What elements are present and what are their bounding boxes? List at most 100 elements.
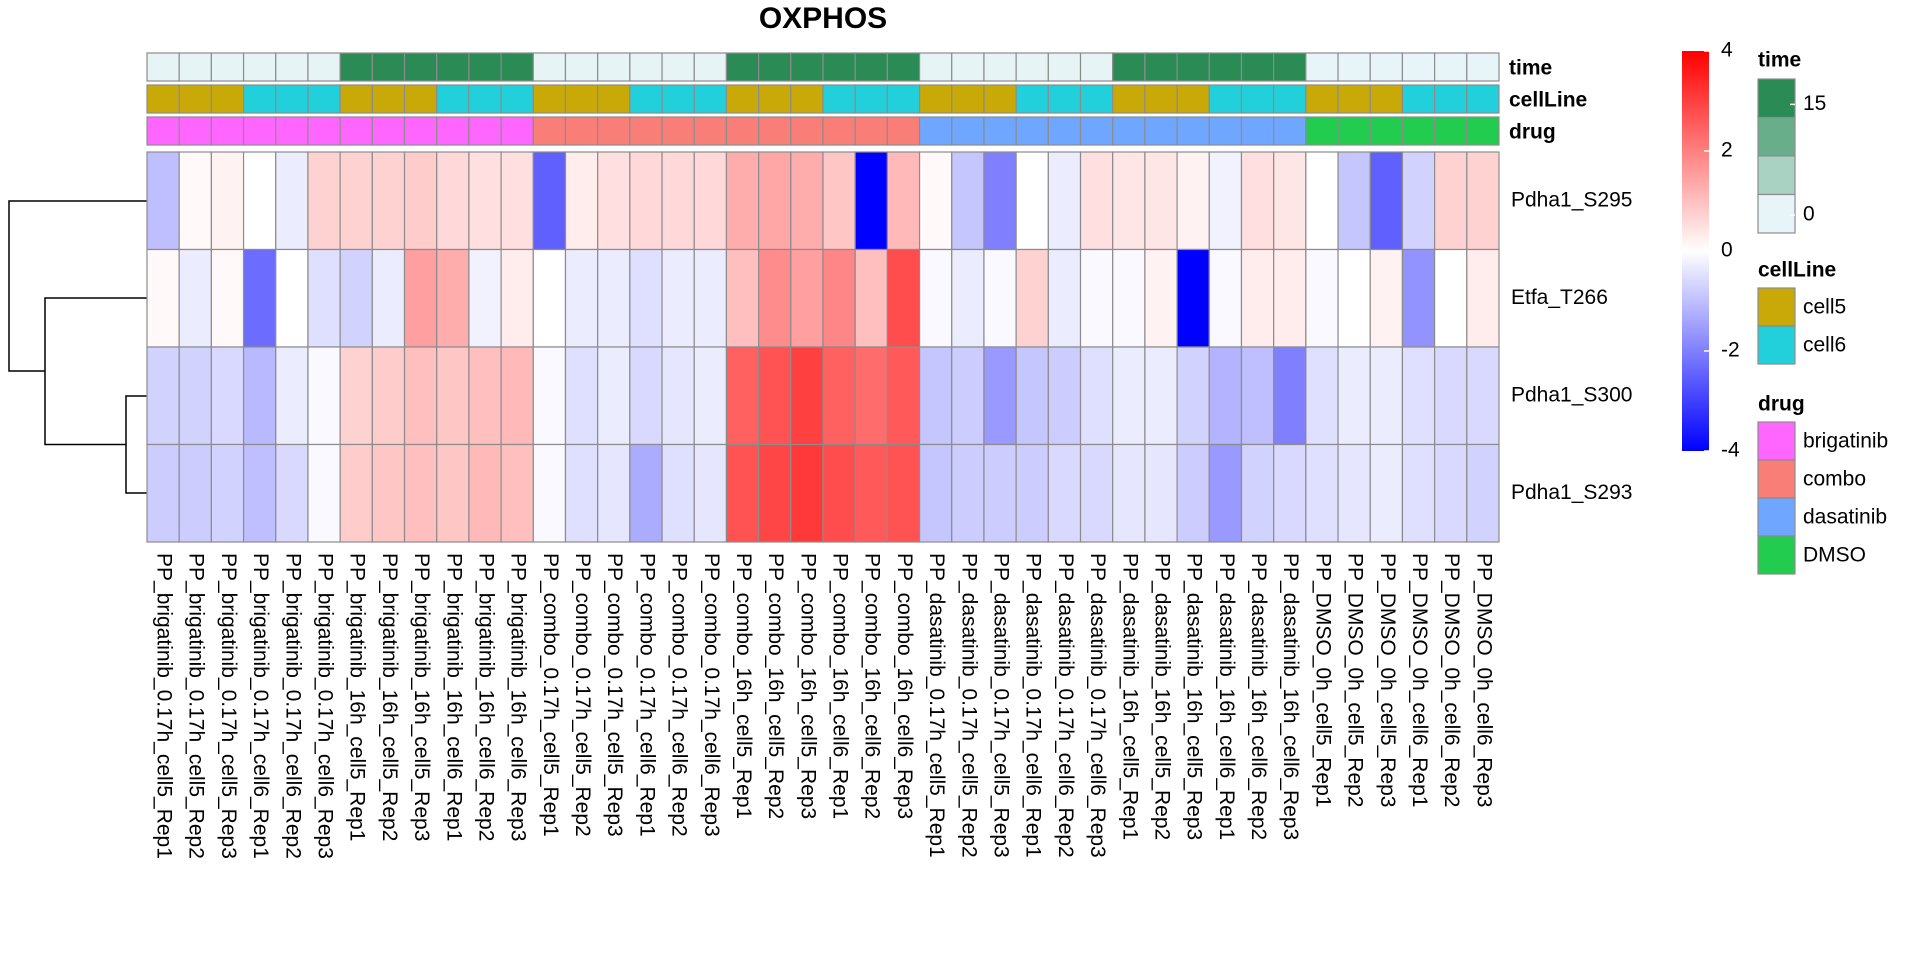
heatmap-cell xyxy=(1015,151,1049,251)
column-label: PP_brigatinib_0.17h_cell5_Rep3 xyxy=(217,553,240,859)
annotation-cell xyxy=(661,84,695,114)
heatmap-cell xyxy=(468,151,502,251)
annotation-cell xyxy=(178,52,212,82)
annotation-cell xyxy=(1466,52,1500,82)
heatmap-cell xyxy=(758,248,792,348)
heatmap-cell xyxy=(629,248,663,348)
column-label: PP_brigatinib_16h_cell5_Rep1 xyxy=(346,553,369,841)
dendrogram xyxy=(8,200,147,494)
heatmap-cell xyxy=(1240,443,1275,543)
heatmap-cell xyxy=(918,151,953,251)
heatmap-cell xyxy=(725,248,760,348)
annotation-cell xyxy=(275,84,309,114)
annotation-cell xyxy=(146,52,180,82)
heatmap-cell xyxy=(1337,443,1371,543)
annotation-cell xyxy=(146,116,180,146)
heatmap-cell xyxy=(371,346,406,446)
column-label: PP_brigatinib_16h_cell6_Rep1 xyxy=(442,553,465,841)
annotation-cell xyxy=(1305,52,1339,82)
annotation-cell xyxy=(468,52,502,82)
heatmap-cell xyxy=(146,151,180,251)
heatmap-cell xyxy=(629,151,663,251)
column-label: PP_combo_0.17h_cell6_Rep2 xyxy=(668,553,691,837)
heatmap-cell xyxy=(661,443,695,543)
row-label: Etfa_T266 xyxy=(1511,286,1608,309)
heatmap-cell xyxy=(403,443,438,543)
heatmap-cell xyxy=(468,248,502,348)
heatmap-cell xyxy=(1466,248,1500,348)
column-label: PP_brigatinib_0.17h_cell5_Rep1 xyxy=(153,553,176,859)
annotation-cell xyxy=(597,52,631,82)
column-label: PP_dasatinib_0.17h_cell5_Rep3 xyxy=(990,553,1013,858)
heatmap-cell xyxy=(1144,443,1178,543)
heatmap-cell xyxy=(1112,443,1146,543)
heatmap-cell xyxy=(790,443,824,543)
dendrogram-branch xyxy=(125,395,147,494)
heatmap-cell xyxy=(725,346,760,446)
column-label: PP_brigatinib_16h_cell5_Rep3 xyxy=(410,553,433,841)
legend-swatch xyxy=(1757,421,1796,461)
heatmap-cell xyxy=(1015,248,1049,348)
heatmap-cell xyxy=(918,346,953,446)
annotation-cell xyxy=(1240,52,1275,82)
annotation-cell xyxy=(983,52,1017,82)
heatmap-cell xyxy=(693,346,728,446)
heatmap-cell xyxy=(242,248,277,348)
annotation-cell xyxy=(1434,52,1468,82)
heatmap-cell xyxy=(403,248,438,348)
annotation-label: cellLine xyxy=(1509,89,1587,112)
annotation-cell xyxy=(1401,116,1436,146)
annotation-cell xyxy=(1208,116,1243,146)
legend-label: brigatinib xyxy=(1803,430,1888,453)
annotation-cell xyxy=(886,52,921,82)
heatmap-cell xyxy=(1144,248,1178,348)
heatmap-cell xyxy=(1273,248,1307,348)
heatmap-cell xyxy=(532,346,567,446)
annotation-cell xyxy=(886,84,921,114)
heatmap-cell xyxy=(983,346,1017,446)
heatmap-cell xyxy=(661,151,695,251)
heatmap-cell xyxy=(597,151,631,251)
column-label: PP_DMSO_0h_cell5_Rep1 xyxy=(1311,553,1334,807)
heatmap-cell xyxy=(1176,248,1210,348)
heatmap-cell xyxy=(854,248,888,348)
column-label: PP_brigatinib_0.17h_cell5_Rep2 xyxy=(185,553,208,859)
heatmap-cell xyxy=(1466,151,1500,251)
heatmap-cell xyxy=(1240,151,1275,251)
heatmap-cell xyxy=(1144,346,1178,446)
heatmap-cell xyxy=(307,443,341,543)
column-label: PP_dasatinib_16h_cell6_Rep1 xyxy=(1215,553,1238,840)
legend-swatch xyxy=(1757,459,1796,499)
annotation-cell xyxy=(918,52,953,82)
annotation-cell xyxy=(918,116,953,146)
column-label: PP_DMSO_0h_cell6_Rep1 xyxy=(1408,553,1431,807)
heatmap-cell xyxy=(790,248,824,348)
legend-label: cell5 xyxy=(1803,296,1846,319)
column-label: PP_combo_0.17h_cell6_Rep3 xyxy=(700,553,723,837)
annotation-cell xyxy=(1337,52,1371,82)
annotation-cell xyxy=(1176,84,1210,114)
annotation-cell xyxy=(1305,84,1339,114)
annotation-cell xyxy=(242,116,277,146)
heatmap-cell xyxy=(1434,248,1468,348)
heatmap-cell xyxy=(307,248,341,348)
heatmap-cell xyxy=(725,443,760,543)
column-label: PP_brigatinib_16h_cell6_Rep3 xyxy=(507,553,530,841)
annotation-cell xyxy=(1176,52,1210,82)
chart-title: OXPHOS xyxy=(759,2,887,35)
color-scale-label: -4 xyxy=(1721,439,1740,462)
column-label: PP_DMSO_0h_cell6_Rep2 xyxy=(1440,553,1463,807)
annotation-cell xyxy=(725,116,760,146)
heatmap-cell xyxy=(1305,248,1339,348)
annotation-cell xyxy=(1401,52,1436,82)
annotation-cell xyxy=(790,116,824,146)
column-label: PP_brigatinib_16h_cell5_Rep2 xyxy=(378,553,401,841)
annotation-cell xyxy=(1079,84,1114,114)
annotation-cell xyxy=(339,84,373,114)
heatmap-cell xyxy=(532,151,567,251)
color-scale-label: 2 xyxy=(1721,139,1733,162)
heatmap-cell xyxy=(790,151,824,251)
legend-swatch xyxy=(1757,287,1796,327)
heatmap-cell xyxy=(371,151,406,251)
heatmap-cell xyxy=(178,248,212,348)
